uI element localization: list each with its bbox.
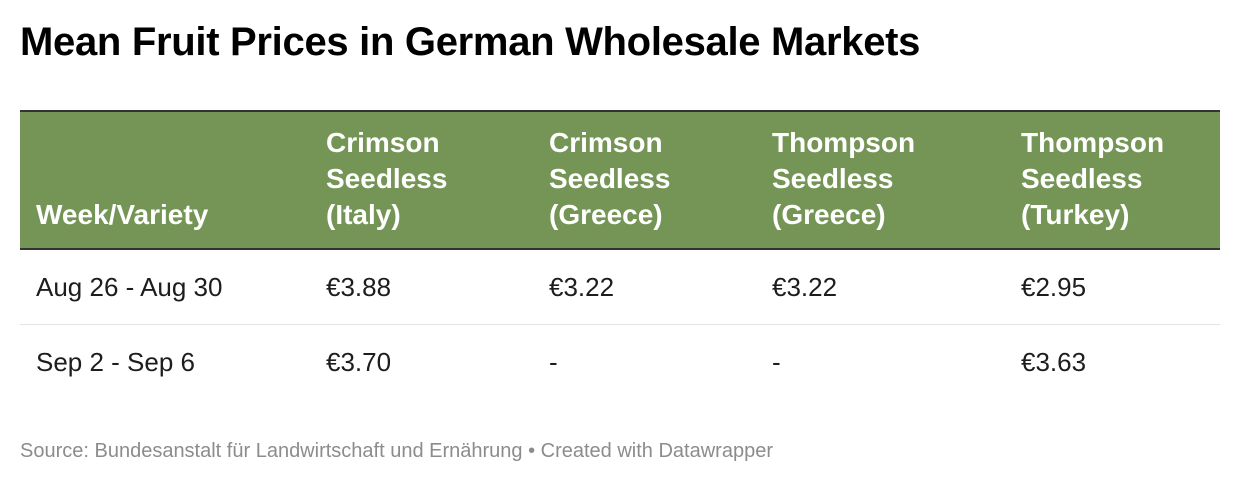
header-line: Seedless (326, 163, 448, 194)
cell-week: Aug 26 - Aug 30 (36, 271, 223, 302)
table-row: Sep 2 - Sep 6 €3.70 - - €3.63 (20, 325, 1220, 399)
header-week-variety: Week/Variety (20, 197, 326, 248)
header-crimson-italy: Crimson Seedless (Italy) (326, 125, 549, 248)
header-line: Seedless (772, 163, 894, 194)
header-thompson-turkey: Thompson Seedless (Turkey) (1021, 125, 1220, 248)
header-line: Thompson (1021, 127, 1165, 158)
cell-price: €3.22 (772, 271, 838, 302)
cell-price: - (549, 346, 558, 377)
cell-price: €3.70 (326, 346, 392, 377)
cell-price: - (772, 346, 781, 377)
header-line: Crimson (326, 127, 440, 158)
source-note: Source: Bundesanstalt für Landwirtschaft… (20, 440, 773, 462)
header-line: Seedless (549, 163, 671, 194)
header-crimson-greece: Crimson Seedless (Greece) (549, 125, 772, 248)
header-line: Week/Variety (36, 199, 209, 230)
header-line: Crimson (549, 127, 663, 158)
header-line: (Italy) (326, 199, 401, 230)
table-header: Week/Variety Crimson Seedless (Italy) Cr… (20, 110, 1220, 250)
header-thompson-greece: Thompson Seedless (Greece) (772, 125, 1021, 248)
cell-price: €3.22 (549, 271, 615, 302)
header-line: Thompson (772, 127, 916, 158)
cell-price: €3.63 (1021, 346, 1087, 377)
header-line: Seedless (1021, 163, 1143, 194)
header-line: (Greece) (772, 199, 886, 230)
cell-price: €3.88 (326, 271, 392, 302)
price-table: Week/Variety Crimson Seedless (Italy) Cr… (20, 110, 1220, 399)
cell-price: €2.95 (1021, 271, 1087, 302)
header-line: (Greece) (549, 199, 663, 230)
table-row: Aug 26 - Aug 30 €3.88 €3.22 €3.22 €2.95 (20, 250, 1220, 325)
header-line: (Turkey) (1021, 199, 1130, 230)
cell-week: Sep 2 - Sep 6 (36, 346, 195, 377)
chart-title: Mean Fruit Prices in German Wholesale Ma… (20, 20, 921, 64)
